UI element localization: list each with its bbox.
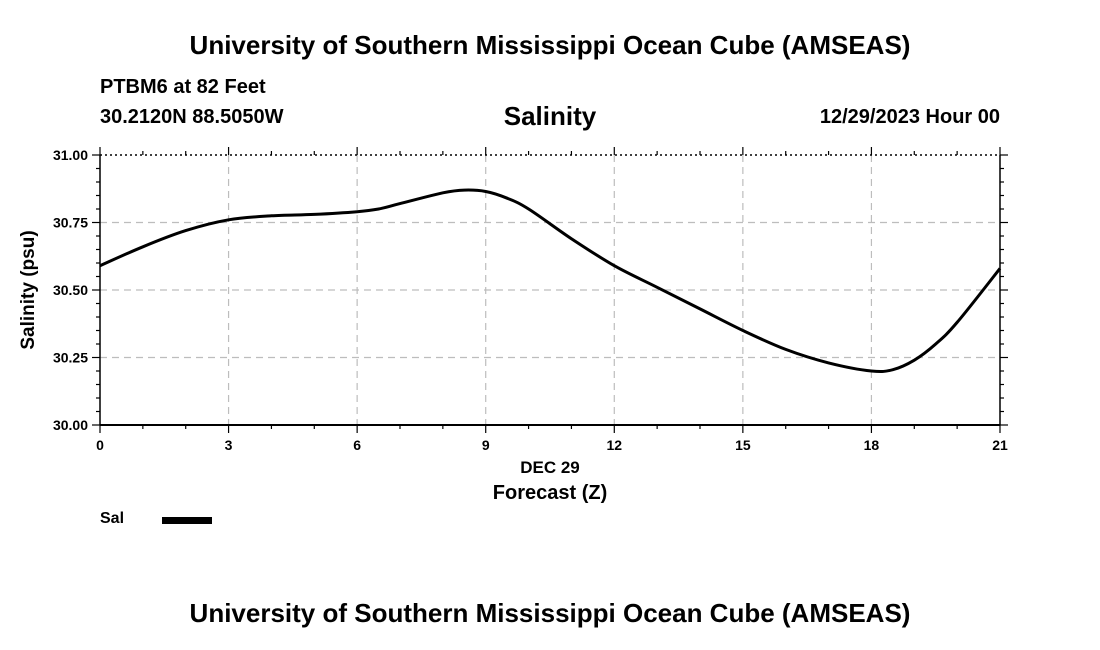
x-axis-date-label: DEC 29 [520,458,580,477]
legend-label: Sal [100,510,125,527]
y-tick-label: 30.50 [53,282,88,298]
page-title: University of Southern Mississippi Ocean… [189,30,911,60]
x-axis-label: Forecast (Z) [492,482,608,504]
y-axis-label: Salinity (psu) [18,230,39,349]
x-tick-label: 21 [992,437,1008,453]
coordinates-label: 30.2120N 88.5050W [100,106,284,128]
x-tick-label: 18 [864,437,880,453]
y-tick-label: 30.75 [53,215,88,231]
x-tick-label: 9 [482,437,490,453]
x-tick-label: 0 [96,437,104,453]
x-tick-label: 12 [606,437,622,453]
y-tick-label: 30.25 [53,350,88,366]
x-tick-label: 6 [353,437,361,453]
y-tick-label: 31.00 [53,147,88,163]
legend-swatch [162,517,212,524]
series-line-salinity [99,188,1002,374]
station-label: PTBM6 at 82 Feet [100,76,266,98]
footer-title: University of Southern Mississippi Ocean… [189,598,911,628]
y-tick-label: 30.00 [53,417,88,433]
x-tick-label: 15 [735,437,751,453]
x-tick-label: 3 [225,437,233,453]
forecast-datetime: 12/29/2023 Hour 00 [819,106,1000,128]
chart-title: Salinity [503,101,597,131]
